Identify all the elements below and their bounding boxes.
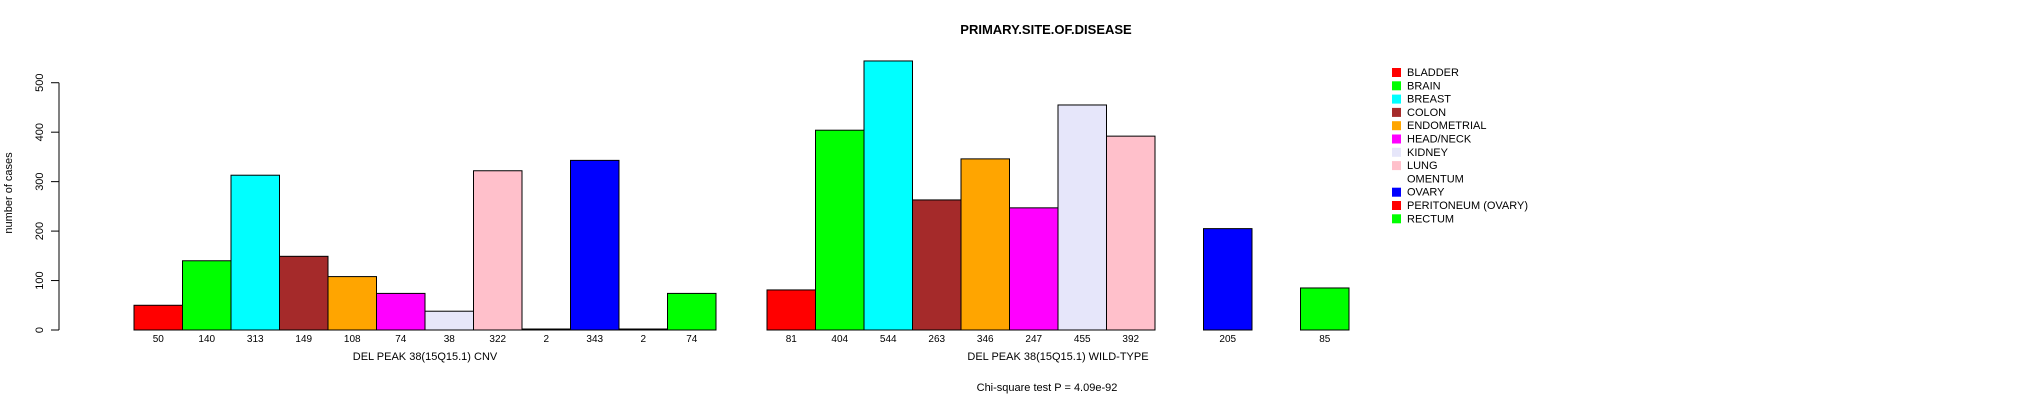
bar	[912, 199, 962, 331]
bar	[376, 292, 426, 331]
legend-label: OVARY	[1407, 187, 1445, 199]
y-tick-label: 0	[34, 327, 46, 333]
bar	[327, 276, 377, 331]
bar	[182, 260, 232, 331]
bar-value-label: 544	[880, 334, 897, 345]
legend-swatch	[1392, 107, 1401, 117]
bar-value-label: 346	[977, 334, 994, 345]
legend-swatch	[1392, 68, 1401, 77]
legend-swatch	[1392, 94, 1401, 104]
bar	[230, 174, 280, 331]
legend-label: OMENTUM	[1407, 173, 1464, 185]
bar-value-label: 392	[1122, 334, 1139, 345]
bar	[133, 304, 183, 331]
chart-title: PRIMARY.SITE.OF.DISEASE	[960, 22, 1132, 37]
bar-value-label: 149	[295, 334, 312, 345]
bar-value-label: 50	[153, 334, 165, 345]
legend-swatch	[1392, 201, 1401, 210]
legend-swatch	[1392, 134, 1401, 144]
bar-value-label: 313	[247, 334, 264, 345]
bar-value-label: 81	[786, 334, 798, 345]
bar-group: 81 404 544 263 346 247 455 392 205 85 DEL PEAK 38(…	[766, 60, 1350, 363]
bar	[279, 255, 329, 331]
legend-swatch	[1392, 174, 1401, 184]
legend-swatch	[1392, 187, 1401, 197]
chart-footnote: Chi-square test P = 4.09e-92	[977, 382, 1118, 394]
y-axis-label: number of cases	[3, 152, 15, 234]
bar-group: 50 140 313 149 108 74 38 322 2 343 2 74 DEL PEAK 38(…	[133, 159, 717, 363]
bar-value-label: 322	[489, 334, 506, 345]
bar	[667, 292, 717, 331]
bar-value-label: 38	[444, 334, 456, 345]
bar	[1300, 287, 1350, 331]
group-axis-label: DEL PEAK 38(15Q15.1) CNV	[353, 351, 498, 363]
legend-label: BREAST	[1407, 94, 1451, 106]
legend-label: RECTUM	[1407, 213, 1454, 225]
legend-swatch	[1392, 121, 1401, 131]
legend-label: HEAD/NECK	[1407, 134, 1472, 146]
legend-label: KIDNEY	[1407, 147, 1449, 159]
bar-value-label: 404	[831, 334, 848, 345]
legend-swatch	[1392, 214, 1401, 224]
bar-groups: 50 140 313 149 108 74 38 322 2 343 2 74 DEL PEAK 38(…	[133, 60, 1350, 363]
y-tick-label: 200	[34, 222, 46, 240]
legend-swatch	[1392, 81, 1401, 91]
bar	[1009, 207, 1059, 331]
bar	[766, 289, 816, 331]
legend-label: ENDOMETRIAL	[1407, 120, 1486, 132]
bar-value-label: 2	[640, 334, 646, 345]
bar	[1057, 104, 1107, 331]
y-tick-label: 300	[34, 172, 46, 190]
y-tick-label: 400	[34, 123, 46, 141]
y-tick-label: 100	[34, 271, 46, 289]
legend-label: COLON	[1407, 107, 1446, 119]
bar	[815, 129, 865, 331]
bar	[960, 158, 1010, 331]
bar-value-label: 85	[1319, 334, 1331, 345]
legend-label: BRAIN	[1407, 80, 1441, 92]
bar-value-label: 140	[198, 334, 215, 345]
bar-value-label: 205	[1219, 334, 1236, 345]
y-axis: 0 100 200 300 400 500	[34, 74, 60, 333]
bar	[618, 328, 668, 331]
y-tick-label: 500	[34, 74, 46, 92]
bar	[424, 310, 474, 331]
bar-value-label: 247	[1025, 334, 1042, 345]
bar-value-label: 2	[543, 334, 549, 345]
legend-label: PERITONEUM (OVARY)	[1407, 200, 1528, 212]
legend-label: BLADDER	[1407, 67, 1459, 79]
bar-value-label: 455	[1074, 334, 1091, 345]
bar	[1203, 228, 1253, 331]
bar	[570, 159, 620, 331]
legend-swatch	[1392, 161, 1401, 171]
bar	[1106, 135, 1156, 331]
bar	[863, 60, 913, 331]
bar	[521, 328, 571, 331]
legend-label: LUNG	[1407, 160, 1438, 172]
bar-value-label: 74	[686, 334, 698, 345]
group-axis-label: DEL PEAK 38(15Q15.1) WILD-TYPE	[967, 351, 1148, 363]
bar-value-label: 74	[395, 334, 407, 345]
bar-value-label: 263	[928, 334, 945, 345]
bar-value-label: 108	[344, 334, 361, 345]
bar-value-label: 343	[586, 334, 603, 345]
legend-swatch	[1392, 147, 1401, 157]
bar	[473, 170, 523, 331]
